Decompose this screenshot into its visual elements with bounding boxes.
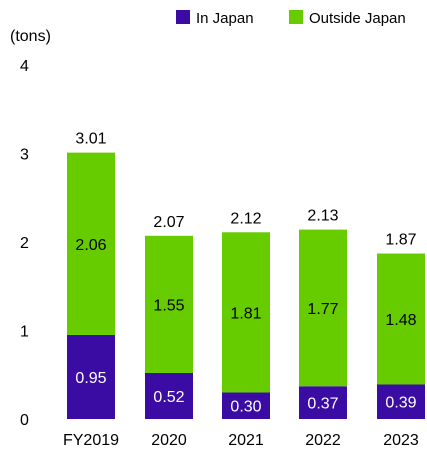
bar-outside-japan xyxy=(145,235,193,373)
legend-swatch-in-japan xyxy=(176,10,190,24)
legend-label-in-japan: In Japan xyxy=(196,10,254,27)
total-value-label: 2.07 xyxy=(153,214,184,231)
total-value-label: 1.87 xyxy=(385,232,416,249)
in-japan-value-label: 0.95 xyxy=(75,370,106,387)
x-axis: FY2019 2020 2021 2022 2023 xyxy=(63,432,419,449)
outside-japan-value-label: 1.81 xyxy=(230,305,261,322)
y-tick-label: 1 xyxy=(20,324,29,341)
legend: In Japan Outside Japan xyxy=(176,10,406,27)
bar-in-japan xyxy=(377,384,425,419)
total-value-label: 3.01 xyxy=(75,131,106,148)
in-japan-value-label: 0.52 xyxy=(153,389,184,406)
total-value-label: 2.13 xyxy=(307,208,338,225)
bar-outside-japan xyxy=(299,229,347,387)
outside-japan-value-label: 1.48 xyxy=(385,312,416,329)
bar-outside-japan xyxy=(222,232,270,393)
bar-in-japan xyxy=(145,372,193,419)
x-tick-label: 2021 xyxy=(228,432,264,449)
bar-outside-japan xyxy=(67,152,115,335)
outside-japan-value-label: 1.55 xyxy=(153,297,184,314)
outside-japan-value-label: 2.06 xyxy=(75,237,106,254)
outside-japan-value-label: 1.77 xyxy=(307,301,338,318)
bar-in-japan xyxy=(67,334,115,419)
y-axis: 0 1 2 3 4 xyxy=(20,58,29,429)
x-tick-label: 2022 xyxy=(305,432,341,449)
bar-in-japan xyxy=(222,392,270,419)
in-japan-value-label: 0.37 xyxy=(307,396,338,413)
x-tick-label: 2020 xyxy=(151,432,187,449)
x-tick-label: FY2019 xyxy=(63,432,119,449)
in-japan-value-label: 0.30 xyxy=(230,399,261,416)
y-tick-label: 4 xyxy=(20,58,29,75)
y-tick-label: 0 xyxy=(20,412,29,429)
x-tick-label: 2023 xyxy=(383,432,419,449)
y-tick-label: 2 xyxy=(20,235,29,252)
bar-in-japan xyxy=(299,386,347,419)
legend-swatch-outside-japan xyxy=(289,10,303,24)
y-tick-label: 3 xyxy=(20,147,29,164)
bars: 0.95 2.06 3.01 0.52 1.55 2.07 0.30 1.81 2.12 0.37… xyxy=(67,131,425,419)
in-japan-value-label: 0.39 xyxy=(385,395,416,412)
bar-outside-japan xyxy=(377,253,425,385)
y-axis-unit: (tons) xyxy=(10,28,51,45)
total-value-label: 2.12 xyxy=(230,210,261,227)
legend-label-outside-japan: Outside Japan xyxy=(309,10,406,27)
